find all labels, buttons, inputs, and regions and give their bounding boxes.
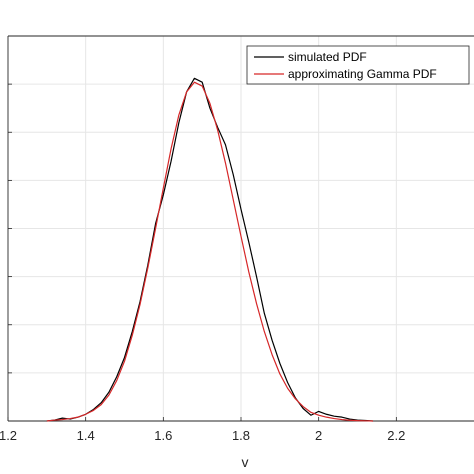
legend: simulated PDF approximating Gamma PDF (246, 45, 470, 85)
x-tick-labels: 1.2 1.4 1.6 1.8 2 2.2 (0, 428, 405, 443)
x-axis-label: v (242, 454, 249, 470)
grid (8, 36, 474, 421)
axes (7, 35, 474, 422)
x-tick-label: 1.4 (77, 428, 95, 443)
x-tick-label: 1.2 (0, 428, 17, 443)
x-tick-label: 1.8 (232, 428, 250, 443)
x-tick-label: 1.6 (154, 428, 172, 443)
legend-label-gamma: approximating Gamma PDF (288, 67, 437, 81)
series-line-gamma (46, 81, 374, 422)
x-tick-label: 2 (315, 428, 322, 443)
series-layer (46, 77, 374, 422)
legend-box (246, 45, 470, 85)
legend-label-simulated: simulated PDF (288, 50, 367, 64)
x-tick-label: 2.2 (387, 428, 405, 443)
series-line-simulated (46, 77, 374, 422)
